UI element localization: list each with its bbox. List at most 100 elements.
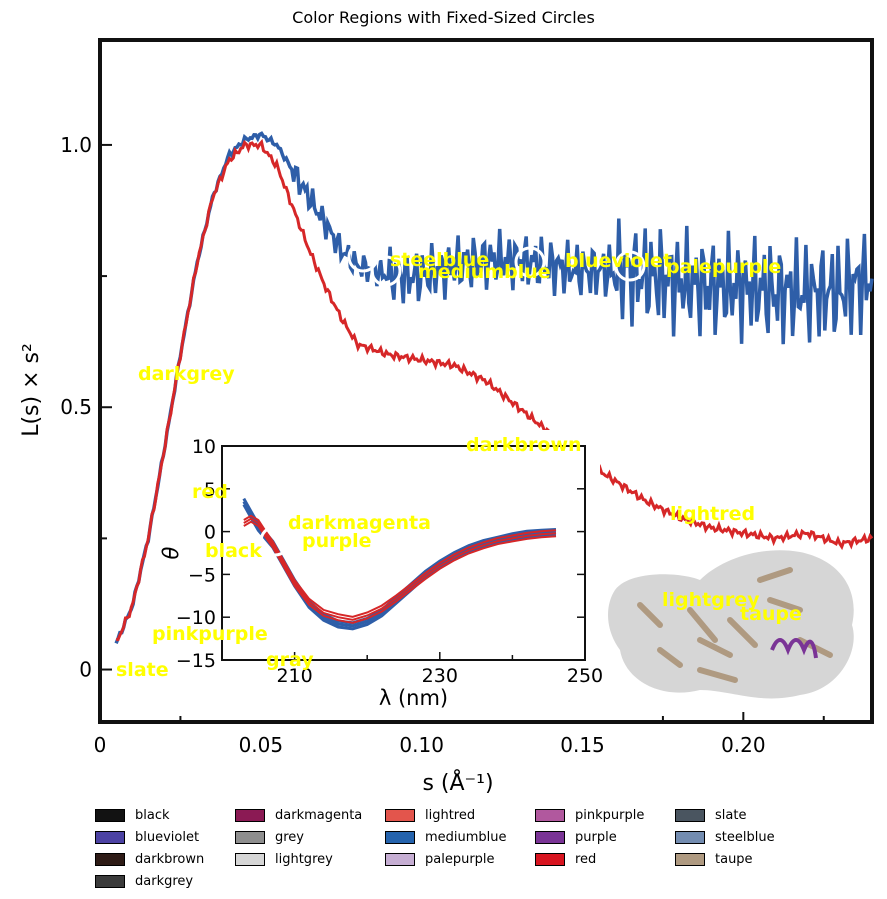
region-label-lightgrey: lightgrey <box>662 589 760 611</box>
region-label-blueviolet: blueviolet <box>565 250 672 272</box>
legend-label: darkgrey <box>135 873 194 889</box>
legend-item-purple: purple <box>535 827 675 847</box>
inset-x-tick-label: 250 <box>567 665 603 687</box>
region-label-black: black <box>205 540 262 562</box>
region-label-steelblue: steelblue <box>390 249 489 271</box>
molecule-strand <box>637 602 663 628</box>
region-label-slate: slate <box>116 659 169 681</box>
legend-label: purple <box>575 829 617 845</box>
molecule-strand <box>767 597 803 613</box>
legend-swatch <box>235 808 265 822</box>
inset-y-tick-label: 10 <box>192 436 216 458</box>
legend-swatch <box>385 852 415 866</box>
legend-swatch <box>95 830 125 844</box>
inset-background <box>190 430 600 720</box>
x-tick-label: 0.15 <box>560 733 605 757</box>
inset-chart: 210 230 250 10 5 0 −5 −10 −15 λ (nm) θ <box>159 430 603 720</box>
legend-label: darkbrown <box>135 851 205 867</box>
legend-item-mediumblue: mediumblue <box>385 827 535 847</box>
legend-item-taupe: taupe <box>675 849 815 869</box>
legend-swatch <box>675 808 705 822</box>
x-tick-label: 0.10 <box>399 733 444 757</box>
region-label-taupe: taupe <box>740 603 802 625</box>
legend-swatch <box>675 852 705 866</box>
molecule-strand <box>697 667 738 683</box>
legend-item-black: black <box>95 805 235 825</box>
inset-y-tick-label: 5 <box>204 479 216 501</box>
y-axis-label: L(s) × s² <box>19 343 44 437</box>
inset-x-tick-label: 230 <box>422 665 458 687</box>
molecule-image <box>608 550 854 699</box>
inset-y-tick-label: −10 <box>176 607 216 629</box>
legend-swatch <box>95 852 125 866</box>
molecule-strand <box>727 617 758 648</box>
main-plot-area <box>114 131 874 644</box>
legend-label: taupe <box>715 851 753 867</box>
region-label-lightred: lightred <box>670 503 755 525</box>
main-chart: 0 0.05 0.10 0.15 0.20 0 0.5 1.0 210 230 250 10 5 0 −5… <box>19 38 874 796</box>
molecule-strand <box>757 567 793 583</box>
inset-series-line-2 <box>243 514 557 618</box>
molecule-helix <box>770 638 818 659</box>
marker-circles <box>259 241 646 557</box>
region-label-gray: gray <box>266 649 314 671</box>
region-label-purple: purple <box>302 530 372 552</box>
legend-label: steelblue <box>715 829 775 845</box>
inset-y-tick-label: 0 <box>204 522 216 544</box>
y-tick-label: 1.0 <box>60 133 92 157</box>
inset-y-axis-label: θ <box>159 546 183 559</box>
legend-swatch <box>535 852 565 866</box>
legend-label: mediumblue <box>425 829 507 845</box>
inset-x-tick-label: 210 <box>276 665 312 687</box>
legend-label: lightred <box>425 807 476 823</box>
inset-x-axis-label: λ (nm) <box>379 686 448 710</box>
legend-item-darkbrown: darkbrown <box>95 849 235 869</box>
legend-swatch <box>235 852 265 866</box>
legend-swatch <box>535 830 565 844</box>
region-label-palepurple: palepurple <box>666 256 781 278</box>
marker-circle <box>514 246 546 278</box>
legend-label: palepurple <box>425 851 495 867</box>
legend-label: slate <box>715 807 747 823</box>
legend-swatch <box>385 830 415 844</box>
y-tick-label: 0.5 <box>60 395 92 419</box>
legend-item-blueviolet: blueviolet <box>95 827 235 847</box>
region-label-darkmagenta: darkmagenta <box>288 512 431 534</box>
chart-title: Color Regions with Fixed-Sized Circles <box>292 8 595 27</box>
x-tick-label: 0.20 <box>721 733 766 757</box>
legend-label: darkmagenta <box>275 807 363 823</box>
plot-frame <box>98 38 874 724</box>
legend-swatch <box>675 830 705 844</box>
legend-item-slate: slate <box>675 805 815 825</box>
region-label-darkbrown: darkbrown <box>466 434 582 456</box>
main-axes: 0 0.05 0.10 0.15 0.20 0 0.5 1.0 <box>60 133 825 757</box>
legend-label: red <box>575 851 597 867</box>
series-line-2 <box>115 138 874 642</box>
inset-frame <box>221 445 586 661</box>
legend: black darkmagenta lightred pinkpurple slate b… <box>95 805 855 891</box>
molecule-strand <box>657 647 683 668</box>
legend-item-darkmagenta: darkmagenta <box>235 805 385 825</box>
legend-item-grey: grey <box>235 827 385 847</box>
legend-swatch <box>235 830 265 844</box>
legend-label: grey <box>275 829 305 845</box>
inset-y-tick-label: −5 <box>188 564 216 586</box>
legend-item-steelblue: steelblue <box>675 827 815 847</box>
legend-swatch <box>535 808 565 822</box>
region-label-darkgrey: darkgrey <box>138 363 235 385</box>
legend-swatch <box>95 808 125 822</box>
legend-swatch <box>95 874 125 888</box>
x-tick-label: 0 <box>94 733 107 757</box>
legend-swatch <box>385 808 415 822</box>
series-line-1 <box>114 131 874 644</box>
legend-item-palepurple: palepurple <box>385 849 535 869</box>
legend-item-darkgrey: darkgrey <box>95 871 235 891</box>
region-label-mediumblue: mediumblue <box>418 261 551 283</box>
molecule-strand <box>697 637 733 658</box>
y-tick-label: 0 <box>79 658 92 682</box>
marker-circle <box>259 525 291 557</box>
molecule-strand <box>687 607 718 643</box>
legend-item-pinkpurple: pinkpurple <box>535 805 675 825</box>
region-label-pinkpurple: pinkpurple <box>152 623 268 645</box>
